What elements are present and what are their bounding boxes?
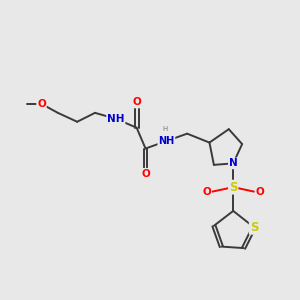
Text: O: O: [202, 187, 211, 196]
Text: O: O: [37, 99, 46, 109]
Text: S: S: [229, 181, 238, 194]
Text: O: O: [141, 169, 150, 179]
Text: S: S: [250, 221, 258, 234]
Text: N: N: [229, 158, 238, 168]
Text: NH: NH: [158, 136, 175, 146]
Text: H: H: [162, 126, 167, 132]
Text: NH: NH: [107, 114, 124, 124]
Text: O: O: [256, 187, 264, 196]
Text: O: O: [132, 98, 141, 107]
